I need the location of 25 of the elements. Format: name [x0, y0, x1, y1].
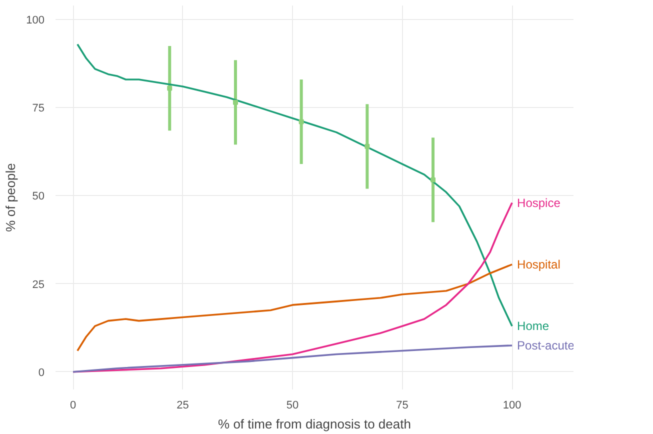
line-series [76, 264, 513, 352]
x-axis-title: % of time from diagnosis to death [218, 416, 411, 432]
point [167, 86, 172, 91]
x-tick-label: 25 [176, 400, 189, 412]
point [232, 100, 238, 105]
x-tick-label: 100 [502, 400, 522, 412]
point [364, 144, 370, 149]
x-tick-label: 0 [70, 400, 76, 412]
x-tick-label: 75 [396, 400, 408, 412]
line-series [76, 43, 513, 327]
y-tick-label: 50 [32, 190, 45, 203]
point [430, 177, 436, 182]
y-tick-label: 75 [32, 102, 45, 115]
series-label: Home [517, 319, 550, 334]
series-label: Hospice [517, 196, 561, 210]
point [298, 119, 304, 124]
line-series [72, 344, 513, 373]
series-label: Post-acute [517, 338, 575, 352]
y-axis-title: % of people [3, 163, 18, 232]
y-tick-label: 100 [26, 14, 45, 27]
y-tick-label: 0 [38, 366, 45, 379]
y-tick-label: 25 [32, 278, 45, 291]
series-label: Hospital [517, 257, 560, 272]
line-series [72, 202, 513, 373]
x-tick-label: 50 [286, 400, 299, 412]
